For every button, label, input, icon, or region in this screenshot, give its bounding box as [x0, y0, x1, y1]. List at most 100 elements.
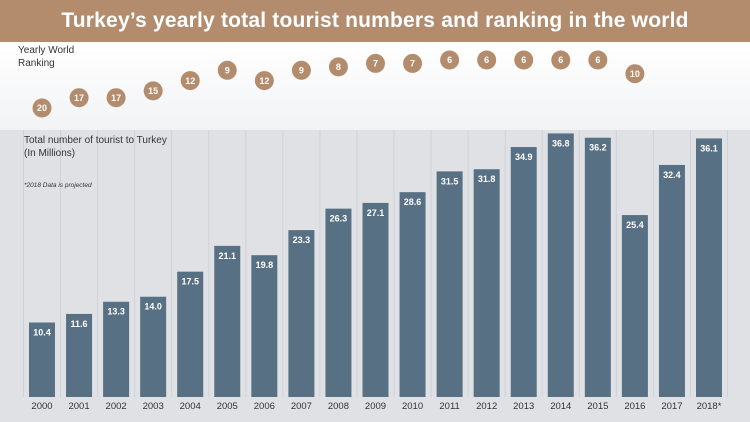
year-label: 2001 — [68, 401, 89, 412]
bar-2005 — [214, 245, 241, 397]
ranking-circle-2006 — [254, 71, 274, 91]
ranking-value: 6 — [484, 55, 489, 65]
bar-2016 — [621, 215, 648, 397]
ranking-circle-2013 — [514, 50, 534, 70]
bar-value-label: 32.4 — [663, 170, 681, 180]
ranking-circle-2007 — [291, 60, 311, 80]
bar-2010 — [399, 192, 426, 397]
year-label: 2018* — [697, 401, 722, 412]
bar-value-label: 36.8 — [552, 138, 570, 148]
bar-2006 — [251, 255, 278, 397]
ranking-circle-2016 — [625, 64, 645, 84]
ranking-value: 6 — [521, 55, 526, 65]
ranking-value: 10 — [630, 69, 640, 79]
ranking-value: 12 — [185, 76, 195, 86]
year-label: 2015 — [587, 401, 608, 412]
bar-value-label: 26.3 — [330, 214, 348, 224]
ranking-value: 7 — [373, 59, 378, 69]
year-label: 2010 — [402, 401, 423, 412]
bar-value-label: 31.5 — [441, 176, 459, 186]
ranking-circle-2002 — [106, 88, 126, 108]
ranking-value: 9 — [225, 65, 230, 75]
bar-2009 — [362, 202, 389, 397]
ranking-circle-2011 — [440, 50, 460, 70]
bar-2013 — [510, 147, 537, 397]
ranking-value: 9 — [299, 65, 304, 75]
bar-value-label: 25.4 — [626, 220, 644, 230]
bar-2008 — [325, 208, 352, 397]
bar-value-label: 10.4 — [33, 328, 51, 338]
year-label: 2003 — [143, 401, 164, 412]
ranking-circle-2010 — [403, 53, 423, 73]
year-label: 2008 — [328, 401, 349, 412]
chart-label: Total number of tourist to Turkey (In Mi… — [24, 134, 184, 160]
ranking-value: 17 — [111, 93, 121, 103]
ranking-circle-2005 — [217, 60, 237, 80]
bar-value-label: 21.1 — [219, 251, 237, 261]
bar-value-label: 34.9 — [515, 152, 533, 162]
bar-value-label: 31.8 — [478, 174, 496, 184]
ranking-value: 17 — [74, 93, 84, 103]
ranking-label: Yearly World Ranking — [18, 44, 118, 70]
projection-note: *2018 Data is projected — [24, 182, 92, 189]
year-label: 2006 — [254, 401, 275, 412]
bar-2018* — [696, 138, 722, 397]
ranking-value: 20 — [37, 103, 47, 113]
ranking-value: 15 — [148, 86, 158, 96]
bar-value-label: 19.8 — [256, 260, 274, 270]
bar-value-label: 27.1 — [367, 208, 385, 218]
year-label: 2014 — [550, 401, 571, 412]
bar-2012 — [473, 169, 500, 397]
bar-value-label: 28.6 — [404, 197, 422, 207]
bar-2003 — [140, 296, 167, 397]
year-label: 2005 — [217, 401, 238, 412]
bar-2001 — [66, 313, 93, 397]
ranking-circle-2014 — [551, 50, 571, 70]
ranking-value: 6 — [558, 55, 563, 65]
year-label: 2013 — [513, 401, 534, 412]
bar-value-label: 13.3 — [107, 307, 125, 317]
bar-2000 — [29, 322, 55, 397]
ranking-value: 7 — [410, 59, 415, 69]
bar-2015 — [584, 137, 611, 397]
ranking-circle-2004 — [180, 71, 200, 91]
bar-2002 — [103, 301, 130, 397]
bar-2014 — [547, 133, 574, 397]
bar-value-label: 23.3 — [293, 235, 311, 245]
ranking-value: 12 — [259, 76, 269, 86]
year-label: 2012 — [476, 401, 497, 412]
year-label: 2011 — [439, 401, 459, 412]
year-label: 2007 — [291, 401, 312, 412]
ranking-circle-2003 — [143, 81, 163, 101]
year-label: 2000 — [31, 401, 52, 412]
ranking-circle-2008 — [328, 57, 348, 77]
chart-title: Turkey’s yearly total tourist numbers an… — [61, 9, 689, 32]
year-label: 2004 — [180, 401, 201, 412]
year-label: 2002 — [106, 401, 127, 412]
bar-value-label: 36.1 — [700, 143, 718, 153]
ranking-label-line-1: Yearly World — [18, 45, 75, 56]
bar-2007 — [288, 230, 315, 397]
year-label: 2009 — [365, 401, 386, 412]
bar-value-label: 11.6 — [71, 319, 88, 329]
ranking-value: 6 — [447, 55, 452, 65]
bar-2011 — [436, 171, 463, 397]
bar-2004 — [177, 271, 204, 397]
ranking-circle-2015 — [588, 50, 608, 70]
chart-label-line-1: Total number of tourist to Turkey — [24, 135, 167, 146]
ranking-value: 6 — [595, 55, 600, 65]
ranking-circle-2009 — [366, 53, 385, 73]
ranking-label-line-2: Ranking — [18, 58, 55, 69]
year-label: 2017 — [661, 401, 682, 412]
chart-label-line-2: (In Millions) — [24, 148, 76, 159]
ranking-value: 8 — [336, 62, 341, 72]
title-bar: Turkey’s yearly total tourist numbers an… — [0, 0, 750, 42]
bar-value-label: 17.5 — [181, 277, 199, 287]
ranking-circle-2000 — [32, 98, 52, 118]
year-label: 2016 — [624, 401, 645, 412]
ranking-circle-2012 — [477, 50, 497, 70]
ranking-circle-2001 — [69, 88, 89, 108]
bar-value-label: 14.0 — [144, 302, 162, 312]
bar-2017 — [658, 164, 685, 397]
